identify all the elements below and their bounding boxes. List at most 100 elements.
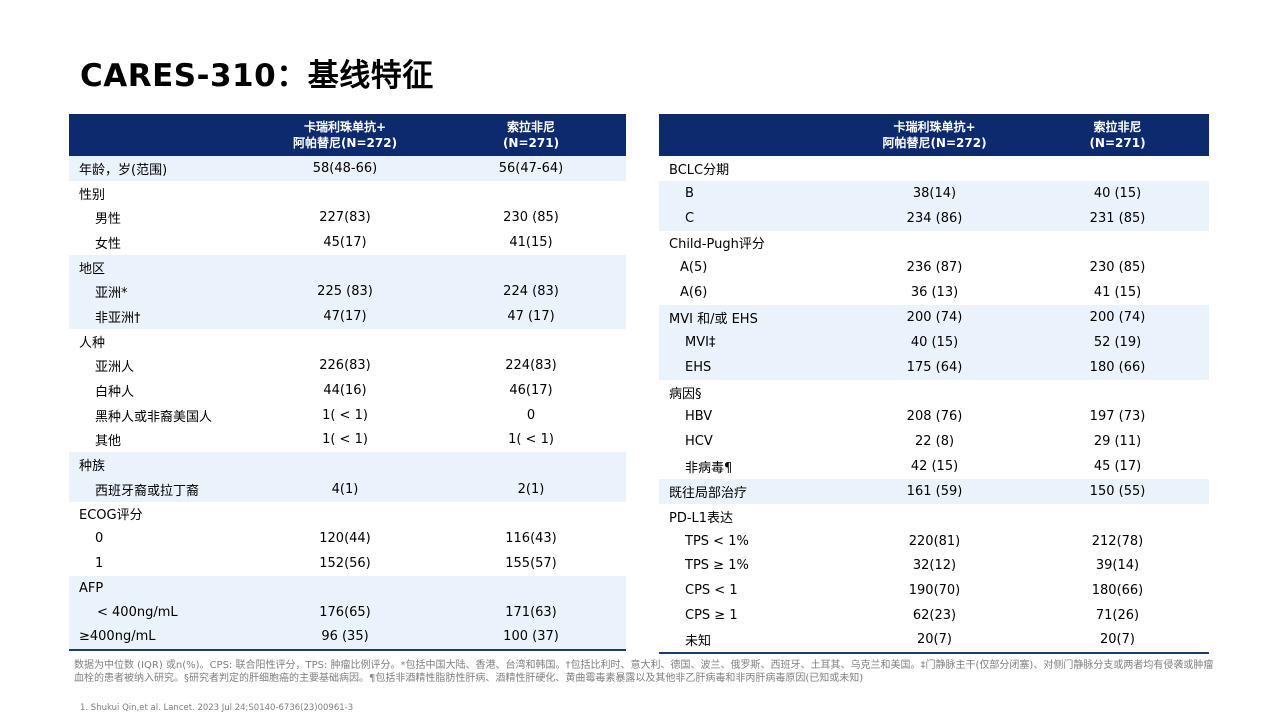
value-camrelizumab-apatinib: 227(83) <box>319 210 371 226</box>
row-label: EHS <box>685 359 712 375</box>
value-camrelizumab-apatinib <box>254 576 436 601</box>
header-sorafenib: 索拉非尼 (N=271) <box>1089 120 1146 150</box>
value-camrelizumab-apatinib: 36 (13) <box>910 285 959 301</box>
value-sorafenib <box>1026 156 1209 181</box>
value-sorafenib: 40 (15) <box>1093 185 1142 201</box>
value-sorafenib: 224 (83) <box>503 284 559 300</box>
value-sorafenib: 200 (74) <box>1089 309 1146 325</box>
value-sorafenib: 116(43) <box>505 531 557 547</box>
row-label: HCV <box>685 434 713 450</box>
value-sorafenib: 56(47-64) <box>498 160 564 176</box>
table-row: ≥400ng/mL 96 (35) 100 (37) <box>69 625 626 650</box>
value-camrelizumab-apatinib: 58(48-66) <box>312 160 378 176</box>
table-row: HCV 22 (8) 29 (11) <box>659 429 1209 454</box>
value-sorafenib <box>1026 231 1209 256</box>
table-row: AFP <box>69 575 626 601</box>
table-row: < 400ng/mL 176(65) 171(63) <box>69 600 626 626</box>
value-camrelizumab-apatinib <box>254 181 436 206</box>
table-row: 0 120(44) 116(43) <box>69 526 626 551</box>
value-camrelizumab-apatinib: 96 (35) <box>321 629 369 645</box>
row-label: 1 <box>95 555 104 571</box>
table-row: C 234 (86) 231 (85) <box>659 205 1209 231</box>
baseline-table-left: 卡瑞利珠单抗+ 阿帕替尼(N=272) 索拉非尼 (N=271) 年龄，岁(范围) 5… <box>69 114 626 651</box>
value-camrelizumab-apatinib: 225 (83) <box>317 284 373 300</box>
value-sorafenib: 180 (66) <box>1089 359 1146 375</box>
table-row: 未知 20(7) 20(7) <box>659 628 1209 653</box>
footnote: 数据为中位数 (IQR) 或n(%)。CPS: 联合阳性评分，TPS: 肿瘤比例… <box>74 660 1214 684</box>
value-sorafenib: 1( < 1) <box>508 432 554 448</box>
value-sorafenib: 150 (55) <box>1089 483 1146 499</box>
table-row: 其他 1( < 1) 1( < 1) <box>69 428 626 453</box>
table-row: 种族 <box>69 452 626 477</box>
value-camrelizumab-apatinib: 62(23) <box>912 608 957 624</box>
header-camrelizumab-apatinib: 卡瑞利珠单抗+ 阿帕替尼(N=272) <box>292 120 398 150</box>
table-row: 女性 45(17) 41(15) <box>69 230 626 255</box>
value-sorafenib <box>436 576 626 601</box>
row-label: ECOG评分 <box>79 508 143 524</box>
value-sorafenib: 180(66) <box>1091 583 1144 599</box>
table-row: EHS 175 (64) 180 (66) <box>659 354 1209 380</box>
table-row: 非亚洲† 47(17) 47 (17) <box>69 304 626 329</box>
row-label: CPS ≥ 1 <box>685 608 738 624</box>
row-label: ≥400ng/mL <box>79 629 156 645</box>
value-sorafenib: 47 (17) <box>507 308 555 324</box>
table-row: 1 152(56) 155(57) <box>69 551 626 576</box>
value-sorafenib: 71(26) <box>1095 608 1140 624</box>
table-row: 非病毒¶ 42 (15) 45 (17) <box>659 454 1209 479</box>
row-label: B <box>685 185 694 201</box>
table-row: HBV 208 (76) 197 (73) <box>659 404 1209 429</box>
value-camrelizumab-apatinib: 47(17) <box>323 308 367 324</box>
value-sorafenib <box>436 502 626 527</box>
value-camrelizumab-apatinib <box>254 502 436 527</box>
value-camrelizumab-apatinib <box>843 380 1026 405</box>
table-row: 黑种人或非裔美国人 1( < 1) 0 <box>69 403 626 428</box>
value-camrelizumab-apatinib: 234 (86) <box>906 210 963 226</box>
value-sorafenib: 41(15) <box>509 234 553 250</box>
value-camrelizumab-apatinib: 175 (64) <box>906 359 963 375</box>
value-sorafenib <box>436 329 626 354</box>
table-row: 亚洲人 226(83) 224(83) <box>69 354 626 379</box>
table-row: 既往局部治疗 161 (59) 150 (55) <box>659 478 1209 504</box>
value-camrelizumab-apatinib: 1( < 1) <box>322 432 368 448</box>
row-label: 人种 <box>79 335 106 351</box>
row-label: HBV <box>685 409 713 425</box>
row-label: 未知 <box>685 634 712 650</box>
value-camrelizumab-apatinib: 176(65) <box>319 605 371 621</box>
value-camrelizumab-apatinib: 38(14) <box>912 185 957 201</box>
value-camrelizumab-apatinib: 45(17) <box>323 234 367 250</box>
value-camrelizumab-apatinib: 200 (74) <box>906 309 963 325</box>
row-label: TPS ≥ 1% <box>685 558 749 574</box>
value-camrelizumab-apatinib: 22 (8) <box>914 434 955 450</box>
value-camrelizumab-apatinib: 42 (15) <box>910 459 959 475</box>
value-sorafenib: 197 (73) <box>1089 409 1146 425</box>
value-sorafenib: 155(57) <box>505 555 557 571</box>
row-label: 亚洲* <box>95 286 128 302</box>
value-camrelizumab-apatinib: 152(56) <box>319 555 371 571</box>
row-label: 0 <box>95 531 104 547</box>
table-header-row: 卡瑞利珠单抗+ 阿帕替尼(N=272) 索拉非尼 (N=271) <box>69 114 626 156</box>
row-label: A(5) <box>680 260 708 276</box>
reference: 1. Shukui Qin,et al. Lancet. 2023 Jul 24… <box>80 703 354 713</box>
value-camrelizumab-apatinib <box>843 156 1026 181</box>
value-sorafenib <box>436 452 626 477</box>
header-sorafenib: 索拉非尼 (N=271) <box>502 120 560 150</box>
table-row: 性别 <box>69 181 626 206</box>
value-sorafenib: 224(83) <box>505 358 557 374</box>
table-row: PD-L1表达 <box>659 504 1209 529</box>
value-camrelizumab-apatinib <box>843 504 1026 529</box>
page-title: CARES-310：基线特征 <box>80 58 434 94</box>
row-label: 病因§ <box>669 386 702 402</box>
table-row: A(5) 236 (87) 230 (85) <box>659 255 1209 280</box>
table-row: 地区 <box>69 254 626 280</box>
value-sorafenib <box>1026 504 1209 529</box>
table-row: 亚洲* 225 (83) 224 (83) <box>69 279 626 305</box>
row-label: 女性 <box>95 236 122 252</box>
table-row: MVI 和/或 EHS 200 (74) 200 (74) <box>659 305 1209 330</box>
value-sorafenib <box>1026 380 1209 405</box>
row-label: 男性 <box>95 212 122 228</box>
row-label: MVI‡ <box>685 334 716 350</box>
value-sorafenib: 20(7) <box>1100 632 1135 648</box>
value-sorafenib: 230 (85) <box>1089 260 1146 276</box>
value-camrelizumab-apatinib: 40 (15) <box>910 334 959 350</box>
table-row: 男性 227(83) 230 (85) <box>69 205 626 230</box>
